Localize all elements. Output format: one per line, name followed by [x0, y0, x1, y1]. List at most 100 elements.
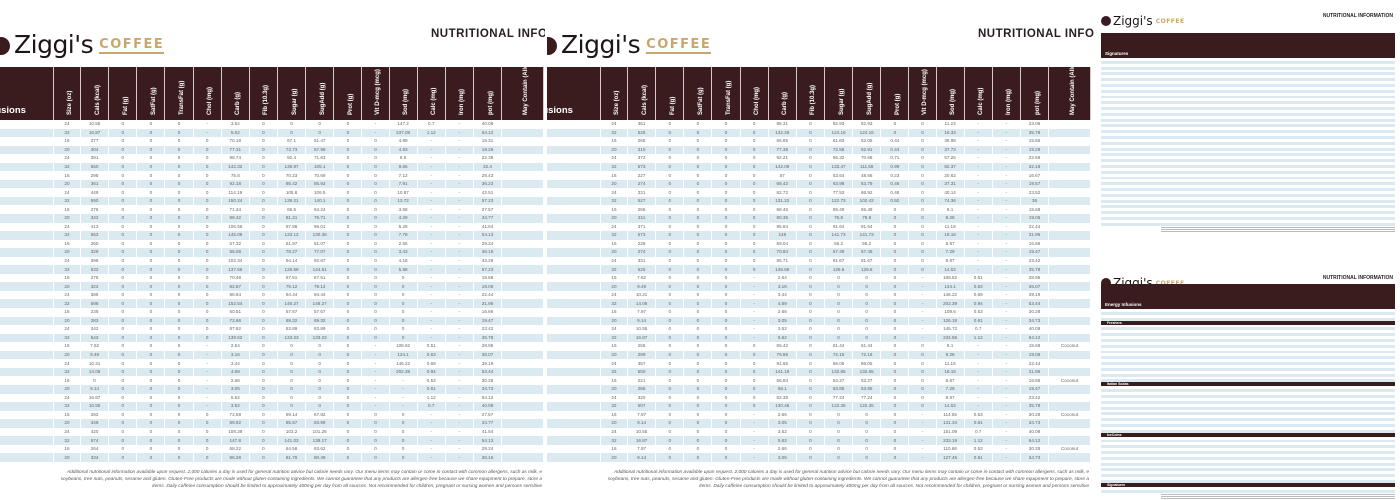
table-cell: 72.59: [221, 410, 250, 420]
table-cell: 0: [655, 171, 685, 180]
table-cell: 0: [683, 299, 713, 309]
table-cell: 0: [683, 419, 713, 428]
table-cell: 16.87: [627, 436, 657, 445]
thumbnail-energy-page[interactable]: Ziggi's COFFEE NUTRITIONAL INFORMATION En…: [1101, 262, 1395, 500]
table-cell: 0: [880, 325, 910, 334]
table-row: 20 9.14 0 0 0-3.05 0 0 0 0-126.18 0.61-34.73: [547, 316, 1091, 326]
table-row: y Iced16235000060.51057.6757.67000--16.8…: [0, 308, 544, 317]
table-cell: -: [964, 137, 993, 146]
column-header: Prot (g): [333, 67, 363, 120]
table-cell: 0: [711, 248, 741, 257]
table-cell: 72.16: [824, 350, 854, 360]
table-cell: 0: [193, 453, 222, 462]
table-cell: 525: [627, 265, 657, 274]
table-cell: 0: [880, 367, 910, 377]
thumbnail-row: [1101, 373, 1395, 377]
table-cell: 0: [136, 342, 166, 351]
table-cell: 63.62: [305, 444, 335, 454]
table-cell: 64.12: [1020, 333, 1050, 343]
table-row: 32 10.55 0 0 0-3.52 0 0 0 0- -0.7-40.08: [0, 402, 544, 411]
table-cell: 63.85: [852, 384, 882, 394]
table-cell: 42.51: [473, 188, 503, 197]
table-cell: 0: [683, 120, 713, 129]
table-cell: -: [964, 162, 993, 172]
table-cell: 2.66: [221, 376, 250, 385]
thumbnail-row: [1101, 89, 1395, 93]
table-row: se Iced24351000088.31082.9382.930011.23-…: [547, 120, 1091, 129]
table-row: ed16221000056.84053.2753.27005.87--16.86…: [547, 376, 1091, 385]
table-cell: -: [193, 120, 222, 129]
table-cell: 0: [908, 384, 937, 394]
table-cell: -: [908, 333, 937, 343]
table-cell: 35.78: [1020, 265, 1050, 274]
table-cell: 16: [53, 410, 82, 420]
table-cell: 132.65: [852, 367, 882, 377]
table-row: 32 16.87 0 0 0-5.62 0 0 0 0-234.55 1.12-64.12: [547, 333, 1091, 343]
table-cell: 0: [389, 308, 418, 317]
table-cell: 0: [193, 248, 222, 257]
table-cell: 0: [908, 342, 937, 351]
table-cell: 0: [908, 205, 937, 215]
table-cell: 0: [711, 359, 741, 368]
table-cell: 0: [249, 231, 279, 240]
table-cell: 0: [164, 299, 194, 309]
column-header: Sugar (g): [824, 67, 854, 120]
table-cell: 70.69: [305, 171, 335, 180]
table-cell: 69.32: [277, 316, 307, 326]
thumbnail-signatures-page[interactable]: Ziggi's COFFEE NUTRITIONAL INFORMATION Si…: [1101, 0, 1395, 245]
table-cell: 20: [600, 214, 629, 223]
table-cell: 0: [164, 359, 194, 368]
table-cell: [1048, 137, 1091, 146]
thumbnail-row: [1101, 193, 1395, 197]
table-cell: 76.8: [824, 214, 854, 223]
table-cell: 0: [389, 316, 418, 326]
table-cell: 139.52: [221, 333, 250, 343]
table-cell: 78.27: [277, 248, 307, 257]
table-cell: 0: [333, 308, 363, 317]
table-cell: 114.19: [221, 188, 250, 197]
table-cell: 0: [655, 154, 685, 163]
table-cell: -: [992, 376, 1021, 385]
table-cell: 0: [164, 231, 194, 240]
table-cell: 135.89: [768, 265, 797, 274]
table-cell: 265: [627, 137, 657, 146]
table-cell: 0: [136, 325, 166, 334]
table-cell: 0: [908, 248, 937, 257]
table-cell: 0: [193, 239, 222, 249]
table-row: y Iced16227000057053.6448.660.23020.62--…: [547, 171, 1091, 180]
table-cell: 0: [796, 453, 826, 462]
table-cell: 0: [333, 325, 363, 334]
table-cell: -: [361, 367, 390, 377]
table-cell: 135.97: [277, 162, 307, 172]
table-cell: 234.55: [936, 333, 965, 343]
table-cell: 0: [740, 222, 769, 232]
column-header: Vit D-mcg (mcg): [361, 67, 390, 120]
table-cell: 62.91: [852, 145, 882, 155]
table-cell: 102.42: [852, 196, 882, 206]
table-cell: 0: [108, 256, 138, 266]
table-row: 24 371 0 0 0 0 95.84 0 91.64 91.64 0 0 11.18- -22.44: [547, 222, 1091, 232]
table-cell: 3.05: [768, 419, 797, 428]
table-cell: -: [964, 145, 993, 155]
table-cell: 0: [108, 145, 138, 155]
table-cell: 0: [136, 171, 166, 180]
table-cell: 0: [333, 162, 363, 172]
table-cell: 0: [193, 308, 222, 317]
table-cell: 131.34: [936, 419, 965, 428]
table-cell: 0: [136, 436, 166, 445]
table-cell: 0: [655, 359, 685, 368]
table-cell: 40.08: [1020, 325, 1050, 334]
table-cell: 43.29: [473, 256, 503, 266]
table-cell: 16: [53, 376, 82, 385]
table-cell: 0: [796, 444, 826, 454]
table-cell: 37.31: [936, 179, 965, 189]
table-cell: [1048, 453, 1091, 462]
table-cell: 560: [80, 162, 110, 172]
table-cell: 0: [824, 325, 854, 334]
table-cell: 0: [880, 214, 910, 223]
table-cell: 0: [108, 308, 138, 317]
table-cell: 0: [796, 367, 826, 377]
table-cell: 0: [796, 256, 826, 266]
table-cell: 94.44: [305, 290, 335, 300]
table-cell: 7.91: [389, 179, 418, 189]
